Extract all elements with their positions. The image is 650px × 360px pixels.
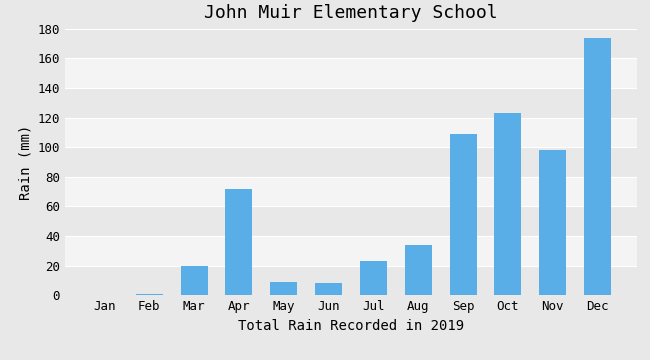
Bar (584, 38, 611, 295)
Title: John Muir Elementary School: John Muir Elementary School (204, 4, 498, 22)
Bar (360, 261, 387, 295)
Bar (65, 118, 637, 147)
Bar (540, 150, 566, 295)
Bar (315, 283, 342, 295)
Bar (65, 88, 637, 118)
Bar (495, 113, 521, 295)
Y-axis label: Rain (mm): Rain (mm) (18, 124, 32, 200)
Bar (65, 206, 637, 236)
Bar (136, 294, 162, 295)
Bar (226, 189, 252, 295)
Bar (181, 266, 207, 295)
Bar (450, 134, 476, 295)
Bar (270, 282, 297, 295)
Bar (65, 58, 637, 88)
Bar (405, 245, 432, 295)
X-axis label: Total Rain Recorded in 2019: Total Rain Recorded in 2019 (238, 319, 464, 333)
Bar (65, 29, 637, 58)
Bar (65, 147, 637, 177)
Bar (65, 177, 637, 206)
Bar (65, 236, 637, 266)
Bar (65, 266, 637, 295)
